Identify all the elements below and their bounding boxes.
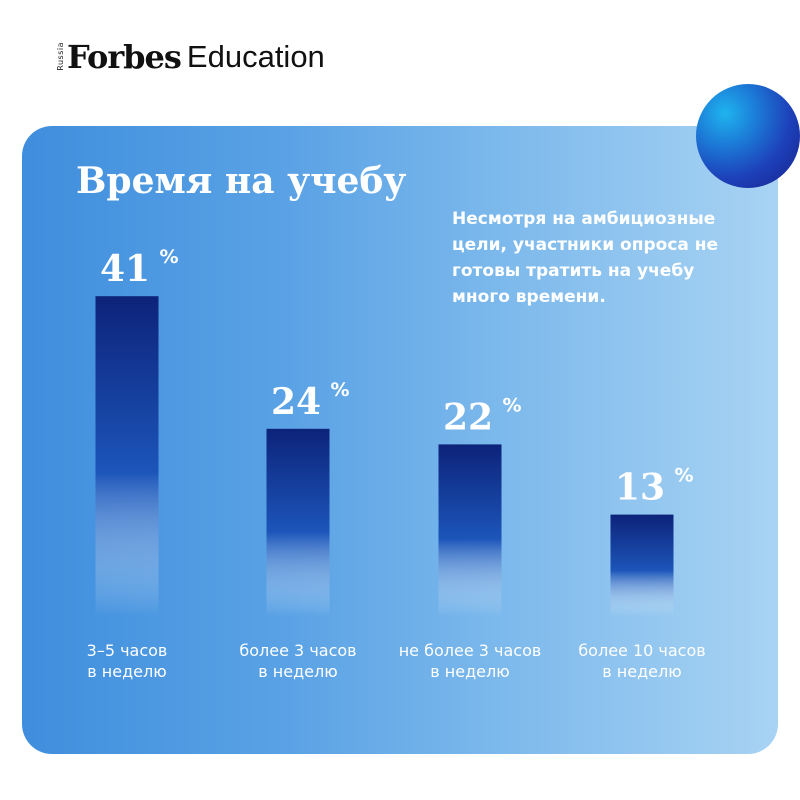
chart-note: Несмотря на амбициозные цели, участники …: [452, 209, 719, 307]
category-label-3-line-0: более 10 часов: [578, 641, 705, 660]
category-label-1-line-1: в неделю: [258, 662, 337, 681]
category-label-1-line-0: более 3 часов: [239, 641, 356, 660]
bar-unit-label-3: %: [674, 465, 693, 487]
bar-unit-label-1: %: [330, 379, 349, 401]
bar-value-label-3: 13: [615, 467, 665, 509]
bar-unit-label-2: %: [502, 394, 521, 416]
bar-2: [438, 444, 502, 616]
bar-value-label-2: 22: [443, 396, 493, 438]
logo-section-text: Education: [186, 39, 325, 74]
category-label-3-line-1: в неделю: [602, 662, 681, 681]
bar-0: [95, 296, 159, 616]
bar-value-label-1: 24: [271, 381, 321, 423]
bar-3: [610, 514, 674, 616]
decorative-sphere: [696, 84, 800, 188]
bar-1: [266, 428, 330, 616]
bar-unit-label-0: %: [159, 246, 178, 268]
logo-brand-text: Forbes: [67, 38, 182, 76]
category-label-2-line-0: не более 3 часов: [399, 641, 542, 660]
chart-title: Время на учебу: [76, 160, 407, 202]
category-label-0-line-1: в неделю: [87, 662, 166, 681]
category-label-0-line-0: 3–5 часов: [87, 641, 168, 660]
bar-value-label-0: 41: [100, 248, 150, 290]
forbes-education-logo: Russia Forbes Education: [56, 38, 325, 76]
category-label-2-line-1: в неделю: [430, 662, 509, 681]
